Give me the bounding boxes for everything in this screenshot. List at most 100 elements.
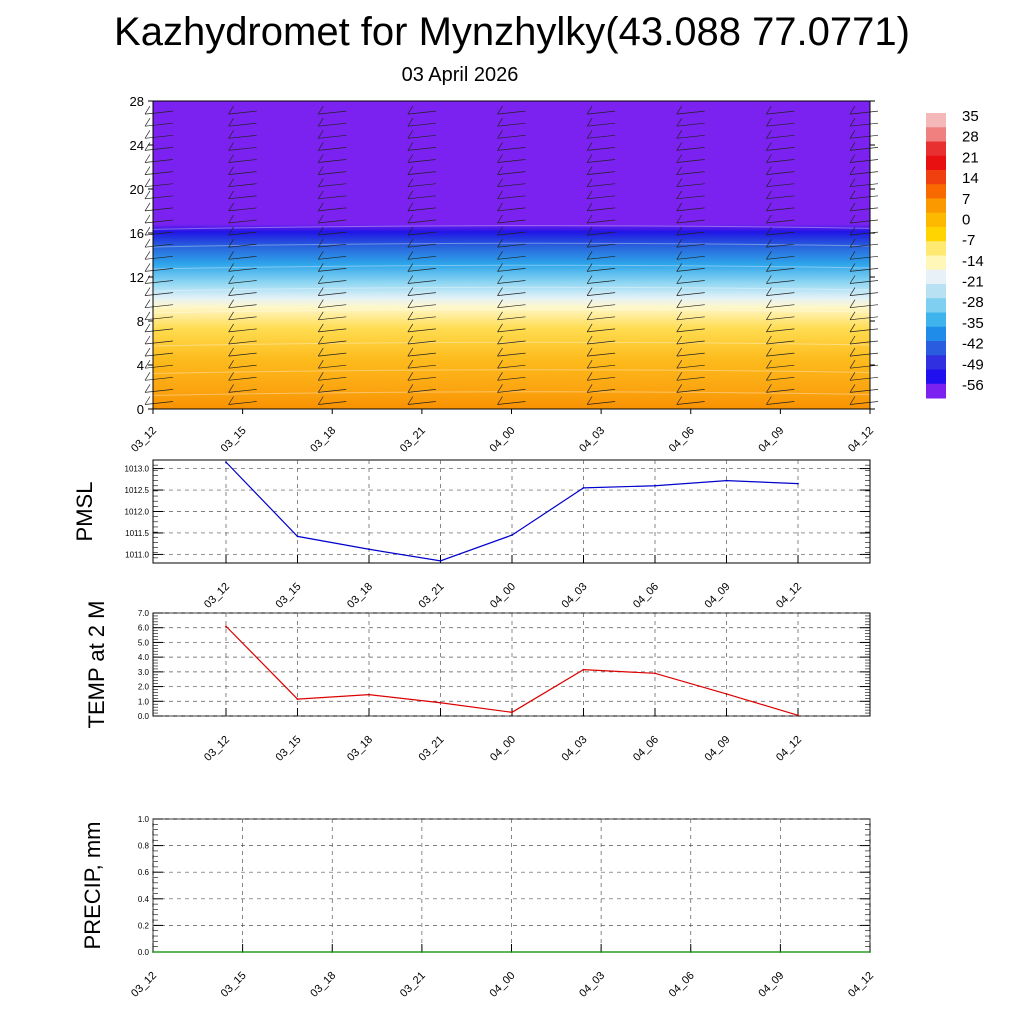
data-point — [296, 698, 299, 700]
wind-barb — [676, 255, 705, 260]
wind-barb — [587, 195, 616, 200]
wind-barb-flag — [766, 360, 772, 369]
wind-barb-flag — [497, 360, 503, 369]
wind-barb — [497, 207, 526, 212]
wind-barb-flag — [849, 323, 856, 333]
wind-barb-flag — [497, 239, 503, 248]
wind-barb-flag — [766, 130, 772, 139]
wind-barb-flag — [497, 275, 503, 284]
wind-barb-flag — [497, 287, 503, 296]
colorbar-swatch — [926, 269, 946, 285]
wind-barb-flag — [676, 214, 683, 224]
wind-barb — [849, 340, 879, 345]
wind-barb-flag — [407, 396, 414, 405]
wind-barb — [497, 195, 526, 200]
wind-barb — [587, 171, 616, 175]
data-point — [439, 559, 442, 562]
x-tick-label: 04_09 — [703, 734, 733, 764]
wind-barb-flag — [317, 251, 324, 260]
wind-barb-flag — [228, 239, 234, 248]
wind-barb — [407, 110, 436, 115]
wind-barb — [407, 195, 436, 200]
wind-barb — [766, 183, 795, 188]
wind-barb-flag — [586, 118, 593, 127]
wind-barb — [587, 292, 616, 296]
wind-barb — [144, 231, 174, 236]
wind-barb — [497, 401, 526, 405]
wind-barb-flag — [317, 384, 324, 393]
wind-barb-flag — [317, 118, 324, 127]
wind-barb — [766, 122, 795, 127]
contour-line — [152, 286, 871, 292]
colorbar-swatch — [926, 241, 946, 256]
wind-barb-flag — [317, 105, 324, 115]
wind-barb-flag — [849, 251, 856, 260]
wind-barb-flag — [317, 166, 324, 175]
wind-barb — [849, 195, 879, 200]
wind-barb — [587, 122, 616, 127]
y-tick-label: 7.0 — [138, 609, 150, 618]
colorbar-swatch — [926, 369, 946, 385]
contour-line — [152, 391, 871, 396]
wind-barb-flag — [586, 396, 593, 405]
wind-barb-flag — [497, 311, 503, 320]
wind-barb — [849, 352, 879, 357]
wind-barb — [849, 243, 879, 248]
wind-barb — [849, 207, 879, 212]
wind-barb — [318, 352, 347, 357]
wind-barb — [318, 159, 347, 163]
wind-barb — [407, 280, 436, 284]
wind-barb-flag — [407, 263, 414, 272]
wind-barb — [144, 316, 174, 321]
wind-barb-flag — [676, 263, 683, 272]
wind-barb-flag — [317, 239, 324, 248]
y-tick-label: 4.0 — [138, 653, 150, 662]
wind-barb — [766, 231, 795, 236]
wind-barb — [144, 159, 174, 163]
x-tick-label: 03_18 — [345, 581, 375, 611]
wind-barb-flag — [317, 178, 324, 187]
wind-barb-flag — [766, 323, 772, 333]
y-tick-label: 0.6 — [138, 868, 150, 877]
wind-barb-flag — [586, 130, 593, 139]
wind-barb-flag — [407, 384, 414, 393]
wind-barb — [766, 243, 795, 248]
wind-barb-flag — [144, 347, 151, 357]
wind-barb-flag — [228, 251, 234, 260]
wind-barb-flag — [317, 130, 324, 139]
wind-barb — [228, 364, 257, 369]
wind-barb-flag — [676, 105, 683, 115]
wind-barb-flag — [586, 335, 593, 345]
wind-barb — [318, 207, 347, 212]
precip-panel: 0.0 0.2 0.4 0.6 0.8 1.0 03_12 03_15 03_18 03_21 04… — [80, 815, 876, 1000]
wind-barb-flag — [586, 190, 593, 199]
wind-barb-flag — [676, 311, 683, 320]
wind-barb — [766, 292, 795, 296]
wind-barb-flag — [228, 154, 234, 163]
colorbar-label: -14 — [962, 253, 984, 270]
wind-barb-flag — [228, 130, 234, 139]
wind-barb — [766, 219, 795, 224]
wind-barb — [318, 340, 347, 345]
wind-barb-flag — [849, 347, 856, 357]
wind-barb — [676, 171, 705, 175]
wind-barb-flag — [228, 226, 234, 236]
wind-barb — [766, 352, 795, 357]
colorbar-swatch — [926, 383, 946, 399]
wind-barb-flag — [497, 335, 503, 345]
colorbar-swatch — [926, 227, 946, 242]
wind-barb — [228, 207, 257, 212]
wind-barb-flag — [497, 263, 503, 272]
wind-barb-flag — [849, 118, 856, 127]
wind-barb — [228, 292, 257, 296]
wind-barb-flag — [228, 396, 234, 405]
wind-barb — [318, 110, 347, 115]
wind-barb — [587, 231, 616, 236]
wind-barb-flag — [407, 311, 414, 320]
colorbar-swatch — [926, 341, 946, 356]
wind-barb — [318, 401, 347, 405]
wind-barb — [587, 134, 616, 139]
wind-barb — [849, 183, 879, 188]
wind-barb-flag — [766, 166, 772, 175]
wind-barb — [407, 304, 436, 309]
